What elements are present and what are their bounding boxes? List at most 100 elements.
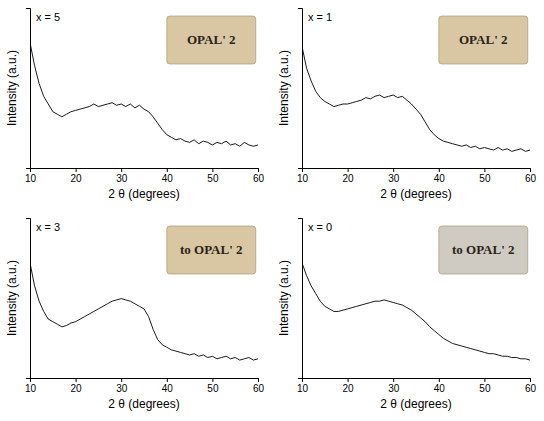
x-tick: 30: [388, 168, 400, 184]
x-tick-mark: [76, 168, 77, 172]
x-tick-mark: [393, 168, 394, 172]
x-tick: 40: [162, 378, 174, 394]
x-tick-label: 50: [479, 383, 491, 394]
x-tick-label: 20: [71, 173, 83, 184]
panel: 102030405060to OPAL' 2x = 32 θ (degrees)…: [5, 219, 264, 412]
plot: 102030405060to OPAL' 2x = 32 θ (degrees)…: [5, 219, 264, 412]
x-tick: 50: [479, 378, 491, 394]
x-tick-label: 60: [253, 173, 265, 184]
x-tick-label: 20: [71, 383, 83, 394]
x-tick-mark: [121, 378, 122, 382]
x-axis-line: [31, 169, 259, 173]
x-tick-label: 50: [207, 383, 219, 394]
x-tick-mark: [348, 168, 349, 172]
x-tick: 10: [25, 168, 37, 184]
x-tick-mark: [439, 378, 440, 382]
panel-title: x = 5: [36, 11, 60, 23]
x-axis-title: 2 θ (degrees): [108, 187, 179, 201]
x-tick-label: 30: [388, 383, 400, 394]
x-tick-label: 50: [207, 173, 219, 184]
y-axis-title: Intensity (a.u.): [277, 260, 291, 336]
x-tick: 30: [116, 378, 128, 394]
x-tick-label: 40: [434, 383, 446, 394]
x-tick: 20: [343, 168, 355, 184]
x-tick-mark: [439, 168, 440, 172]
x-tick-label: 30: [116, 383, 128, 394]
x-axis-line: [303, 379, 531, 383]
x-tick-mark: [76, 378, 77, 382]
x-tick-label: 10: [25, 383, 37, 394]
panel: 102030405060to OPAL' 2x = 02 θ (degrees)…: [277, 219, 536, 412]
y-axis-title: Intensity (a.u.): [277, 50, 291, 126]
y-axis-title: Intensity (a.u.): [5, 50, 19, 126]
x-tick-label: 50: [479, 173, 491, 184]
x-tick-label: 10: [297, 383, 309, 394]
x-tick: 50: [207, 168, 219, 184]
plot: 10 20 30 40 50 60 OPAL' 2 x = 1 2 θ (degrees) Int…: [277, 9, 536, 202]
marks: [302, 263, 530, 360]
x-tick-mark: [484, 378, 485, 382]
inset-text: to OPAL' 2: [180, 242, 243, 257]
marks: [30, 263, 258, 360]
x-tick: 30: [388, 378, 400, 394]
x-axis-title: 2 θ (degrees): [380, 187, 451, 201]
x-tick: 60: [525, 378, 537, 394]
panel: 10 20 30 40 50 60 OPAL' 2 x = 5 2 θ (degrees) Int…: [5, 9, 264, 202]
x-axis-title: 2 θ (degrees): [380, 397, 451, 411]
panel: 10 20 30 40 50 60 OPAL' 2 x = 1 2 θ (degrees) Int…: [277, 9, 536, 202]
plot: 102030405060to OPAL' 2x = 02 θ (degrees)…: [277, 219, 536, 412]
x-axis-line: [31, 379, 259, 383]
x-tick-label: 20: [343, 383, 355, 394]
x-tick-mark: [167, 168, 168, 172]
inset-photo: [439, 16, 528, 64]
x-tick-label: 10: [25, 173, 37, 184]
x-tick-label: 30: [388, 173, 400, 184]
x-tick-mark: [258, 168, 259, 172]
y-axis: [26, 219, 31, 379]
xrd-line: [302, 263, 530, 360]
x-tick: 60: [525, 168, 537, 184]
x-tick-label: 40: [434, 173, 446, 184]
x-axis: 10 20 30 40 50 60: [297, 168, 537, 184]
x-tick-mark: [348, 378, 349, 382]
y-axis-line: [298, 219, 303, 379]
y-axis: [298, 9, 303, 169]
x-tick: 60: [253, 378, 265, 394]
y-axis-line: [26, 9, 31, 169]
xrd-line: [30, 263, 258, 360]
x-tick: 40: [162, 168, 174, 184]
y-axis-title: Intensity (a.u.): [5, 260, 19, 336]
x-tick-mark: [393, 378, 394, 382]
x-axis: 10 20 30 40 50 60: [297, 378, 537, 394]
x-tick-label: 40: [162, 173, 174, 184]
x-tick-label: 40: [162, 383, 174, 394]
x-tick-label: 30: [116, 173, 128, 184]
plot: 10 20 30 40 50 60 OPAL' 2 x = 5 2 θ (degrees) Int…: [5, 9, 264, 202]
x-tick-mark: [530, 168, 531, 172]
x-tick-mark: [484, 168, 485, 172]
x-tick-mark: [530, 378, 531, 382]
x-tick: 20: [343, 378, 355, 394]
x-tick: 50: [207, 378, 219, 394]
y-axis-line: [298, 9, 303, 169]
y-axis: [298, 219, 303, 379]
x-tick: 10: [297, 378, 309, 394]
x-tick-mark: [167, 378, 168, 382]
x-tick: 20: [71, 168, 83, 184]
x-tick: 60: [253, 168, 265, 184]
inset-text: to OPAL' 2: [452, 242, 515, 257]
inset-text: OPAL' 2: [187, 32, 236, 47]
x-axis-line: [303, 169, 531, 173]
x-tick: 20: [71, 378, 83, 394]
x-tick-label: 60: [525, 173, 537, 184]
x-tick-label: 10: [297, 173, 309, 184]
x-tick-mark: [258, 378, 259, 382]
x-axis: 10 20 30 40 50 60: [25, 168, 265, 184]
x-tick: 40: [434, 378, 446, 394]
x-tick-label: 60: [525, 383, 537, 394]
panel-title: x = 1: [308, 11, 332, 23]
y-axis: [26, 9, 31, 169]
inset-text: OPAL' 2: [459, 32, 508, 47]
x-tick: 10: [297, 168, 309, 184]
x-axis-title: 2 θ (degrees): [108, 397, 179, 411]
